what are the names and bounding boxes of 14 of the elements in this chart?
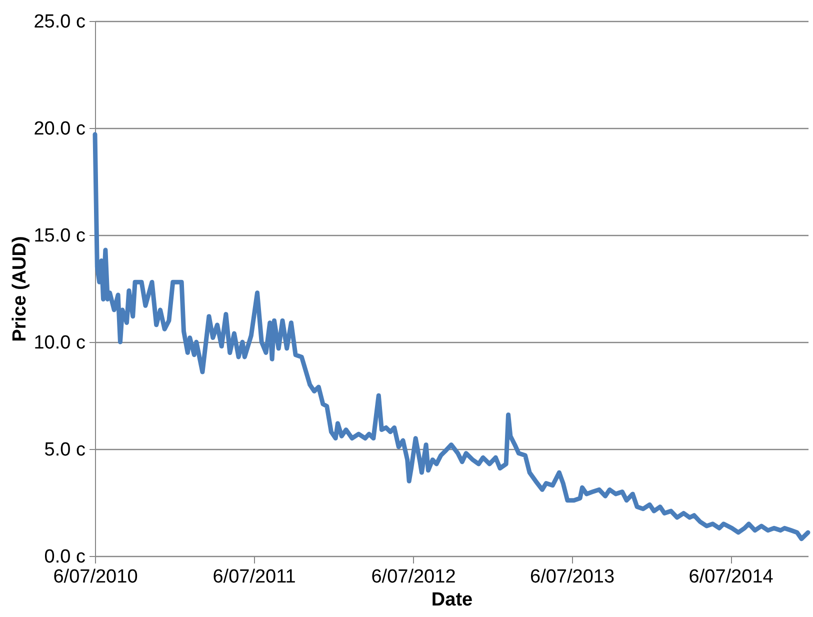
x-tick-label: 6/07/2010	[53, 566, 138, 588]
y-tick-label: 0.0 c	[44, 546, 86, 568]
y-tick-label: 15.0 c	[34, 226, 86, 246]
y-axis-title: Price (AUD)	[10, 236, 31, 342]
x-axis-title: Date	[431, 590, 473, 610]
y-tick-label: 10.0 c	[34, 332, 86, 354]
y-tick-label: 5.0 c	[44, 440, 86, 460]
y-tick-label: 20.0 c	[34, 118, 86, 140]
y-tick-label: 25.0 c	[34, 12, 86, 32]
x-tick-label: 6/07/2014	[688, 566, 774, 588]
x-tick-label: 6/07/2013	[530, 566, 615, 588]
line-series	[92, 132, 810, 542]
x-tick-label: 6/07/2011	[212, 566, 296, 588]
x-tick-label: 6/07/2012	[371, 566, 456, 588]
